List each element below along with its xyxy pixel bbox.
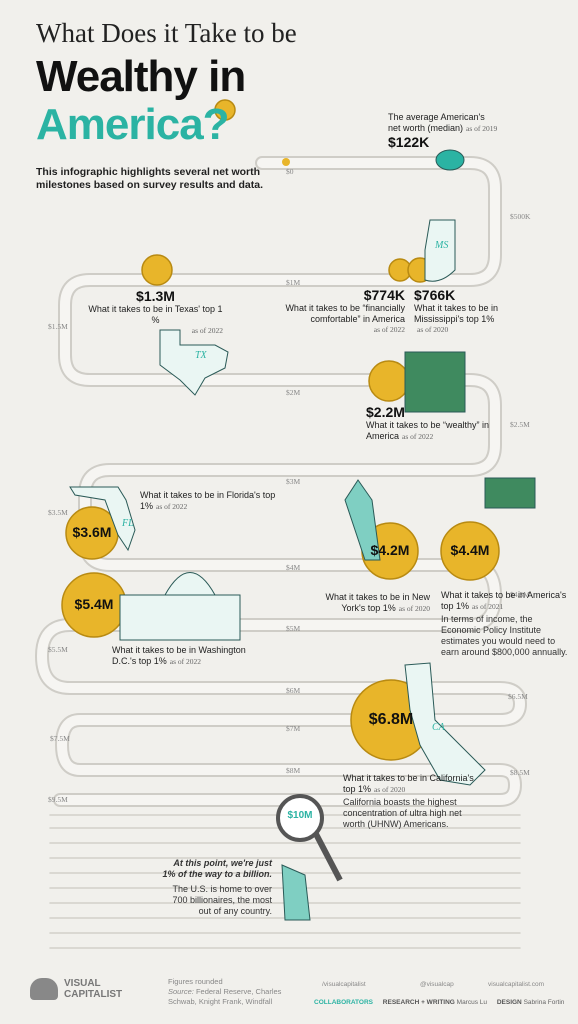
amount: $3.6M (72, 524, 112, 540)
design: Sabrina Fortin (523, 999, 565, 1006)
description: The average American's net worth (median… (388, 112, 485, 133)
brand: VISUAL CAPITALIST (64, 978, 122, 1000)
sources: Figures rounded Source: Federal Reserve,… (168, 977, 308, 1007)
date: as of 2021 (472, 602, 504, 611)
track-label: $7.5M (50, 734, 70, 743)
intro: This infographic highlights several net … (36, 166, 263, 191)
description: What it takes to be “financially comfort… (285, 303, 405, 324)
track-label: $6M (286, 686, 301, 695)
amount: $6.8M (368, 711, 414, 728)
figures-note: Figures rounded (168, 977, 223, 986)
milestone: $2.2M What it takes to be “wealthy” in A… (366, 404, 491, 442)
credits: COLLABORATORS RESEARCH + WRITING Marcus … (314, 998, 564, 1007)
track-label: $8.5M (510, 768, 530, 777)
track-label: $4M (286, 563, 301, 572)
description: What it takes to be in New York's top 1% (325, 592, 430, 613)
state-label: CA (432, 722, 445, 733)
date: as of 2022 (156, 502, 188, 511)
brand-line1: VISUAL (64, 978, 101, 989)
date: as of 2022 (402, 432, 434, 441)
design-label: DESIGN (496, 999, 522, 1006)
description: What it takes to be in Florida's top 1% (140, 490, 276, 511)
track-label: $4.5M (510, 590, 530, 599)
note: California boasts the highest concentrat… (343, 797, 462, 829)
amount: $774K (363, 287, 405, 303)
headline: At this point, we're just 1% of the way … (162, 858, 272, 879)
date: as of 2020 (374, 785, 406, 794)
track-label: $1.5M (48, 322, 68, 331)
track-label: $2M (286, 388, 301, 397)
milestone: What it takes to be in America's top 1% a… (441, 590, 571, 658)
track-label: $500K (510, 212, 531, 221)
description: What it takes to be in America's top 1% (441, 590, 567, 611)
amount: $4.2M (370, 542, 410, 558)
date: as of 2020 (398, 604, 430, 613)
track-label: $9.5M (48, 795, 68, 804)
brand-logo (30, 978, 58, 1000)
track-label: $8M (286, 766, 301, 775)
milestone: What it takes to be in New York's top 1%… (300, 592, 430, 614)
state-label: TX (195, 350, 207, 361)
date: as of 2022 (191, 326, 223, 335)
description: What it takes to be in Washington D.C.'s… (112, 645, 246, 666)
title-line3: America? (36, 100, 230, 149)
milestone: $774K What it takes to be “financially c… (270, 287, 405, 334)
state-label: MS (435, 240, 449, 251)
track-label: $3.5M (48, 508, 68, 517)
brand-line2: CAPITALIST (64, 989, 123, 1000)
title-line1: What Does it Take to be (36, 18, 297, 48)
social: visualcapitalist.com (488, 981, 544, 988)
milestone: What it takes to be in Washington D.C.'s… (112, 645, 272, 667)
title-line2: Wealthy in (36, 52, 246, 101)
note: In terms of income, the Economic Policy … (441, 614, 568, 657)
date: as of 2019 (466, 124, 498, 133)
source: Federal Reserve, Charles Schwab, Knight … (168, 987, 282, 1006)
amount: $766K (414, 287, 456, 303)
research: Marcus Lu (456, 999, 488, 1006)
milestone: At this point, we're just 1% of the way … (160, 858, 272, 917)
amount: $4.4M (450, 542, 490, 558)
amount: $2.2M (366, 404, 405, 420)
track-label: $1M (286, 278, 301, 287)
research-label: RESEARCH + WRITING (382, 999, 455, 1006)
date: as of 2022 (373, 325, 405, 334)
social: @visualcap (420, 981, 454, 988)
track-label: $5M (286, 624, 301, 633)
track-label: $6.5M (508, 692, 528, 701)
description: What it takes to be in Texas' top 1 % (88, 304, 223, 325)
milestone: $1.3M What it takes to be in Texas' top … (88, 288, 223, 335)
milestone: $766K What it takes to be in Mississippi… (414, 287, 514, 334)
state-label: FL (122, 518, 134, 529)
track-label: $2.5M (510, 420, 530, 429)
date: as of 2020 (417, 325, 449, 334)
social: /visualcapitalist (322, 981, 366, 988)
date: as of 2022 (169, 657, 201, 666)
amount: $5.4M (74, 596, 114, 612)
note: The U.S. is home to over 700 billionaire… (172, 884, 272, 916)
collaborators: COLLABORATORS (314, 999, 373, 1006)
milestone: What it takes to be in Florida's top 1% a… (140, 490, 280, 512)
milestone: The average American's net worth (median… (388, 112, 508, 150)
description: What it takes to be “wealthy” in America (366, 420, 490, 441)
amount: $10M (287, 810, 313, 821)
description: What it takes to be in California's top … (343, 773, 474, 794)
description: What it takes to be in Mississippi's top… (414, 303, 499, 324)
milestone: What it takes to be in California's top … (343, 773, 478, 830)
source-label: Source: (168, 987, 194, 996)
amount: $1.3M (136, 288, 175, 304)
track-label: $0 (286, 167, 294, 176)
track-label: $5.5M (48, 645, 68, 654)
track-label: $7M (286, 724, 301, 733)
amount: $122K (388, 134, 430, 150)
track-label: $3M (286, 477, 301, 486)
